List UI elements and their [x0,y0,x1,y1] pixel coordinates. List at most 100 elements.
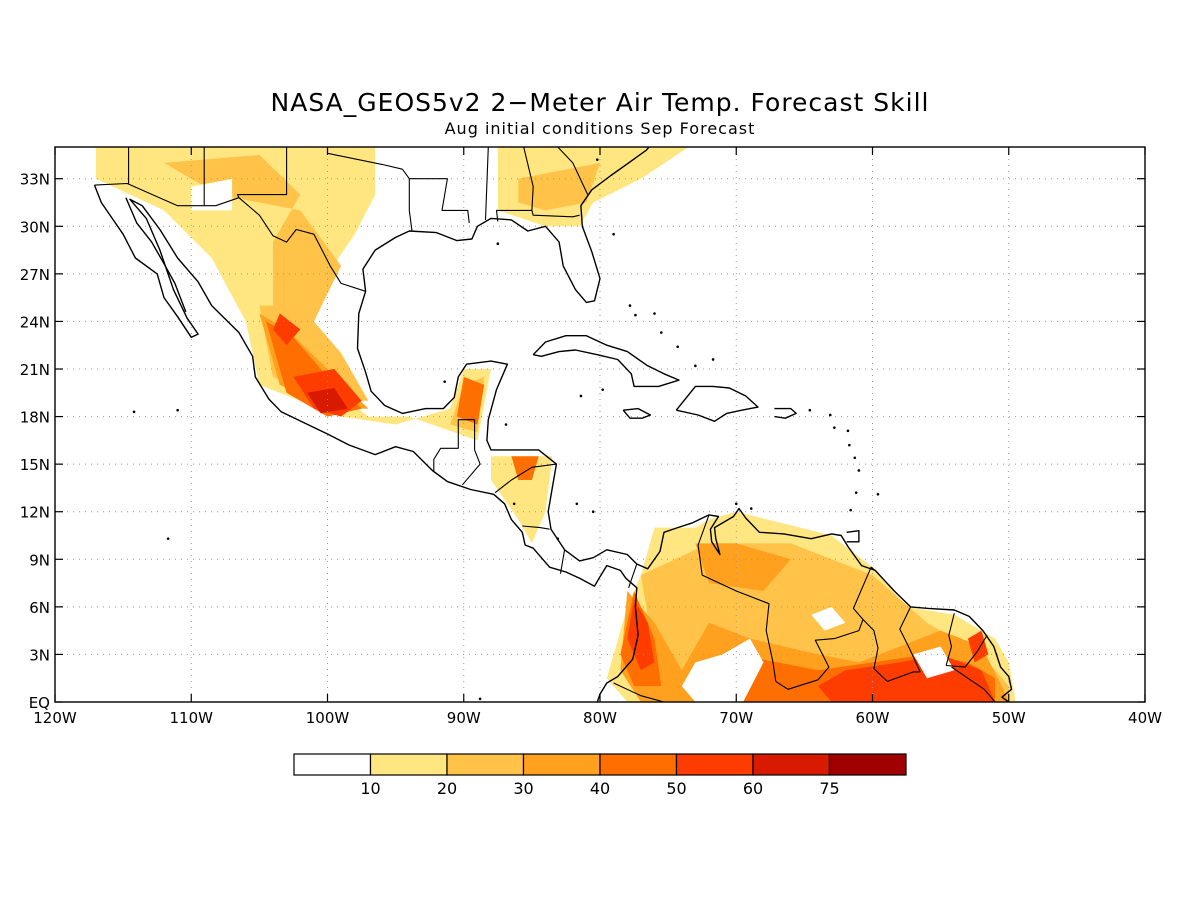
coastline-south-america-north-coast [636,507,1013,702]
border-nicaragua-costa-rica [522,525,550,530]
colorbar-label: 60 [743,779,763,798]
border-french-guiana-brazil [946,635,988,668]
skill-region-level-4 [456,376,485,425]
skill-region-level-5 [273,313,301,346]
island-dot [628,304,632,307]
island-dot [808,408,812,412]
colorbar-legend: 10 20 30 40 50 60 75 [293,753,907,798]
island-dot [556,537,560,540]
skill-region-level-0 [913,646,955,679]
skill-region-level-3 [695,543,791,591]
colorbar-label: 75 [819,779,839,798]
y-tick-label: 9N [29,551,50,569]
skill-region-level-1 [491,456,553,544]
border-panama-colombia [628,563,638,588]
coastlines [93,147,1013,702]
island-dot [612,232,615,236]
coastline-cuba [532,335,680,388]
island-dot [828,413,832,417]
skill-region-level-4 [511,456,539,480]
latitude-axis: EQ 3N 6N 9N 12N 15N 18N 21N 24N 27N 30N 33N [20,171,1145,712]
country-borders [94,147,996,702]
coastline-caribbean-coast-central-america [356,147,650,565]
x-tick-label: 80W [583,709,617,727]
island-dot [591,510,595,514]
skill-region-level-0 [191,178,233,211]
island-dot [504,423,508,426]
border-ga-sc [557,147,589,195]
island-dot [711,358,715,361]
x-tick-label: 120W [33,709,77,727]
island-dot [660,331,663,334]
island-dot [478,697,482,701]
x-tick-label: 70W [719,709,753,727]
y-tick-label: 12N [20,504,50,522]
island-dot [734,502,738,506]
colorbar-swatch [293,753,372,776]
coastline-hispaniola [675,385,759,422]
border-la-ar-ms [409,178,470,224]
skill-region-level-2 [164,154,342,322]
island-dot [634,313,637,317]
coastline-north-america-gulf-coast [93,184,639,702]
x-tick-label: 100W [306,709,350,727]
island-dot [854,491,858,494]
border-venezuela-brazil [775,619,864,690]
x-tick-label: 50W [992,709,1026,727]
y-tick-label: EQ [29,694,50,712]
border-venezuela-guyana [852,566,876,620]
y-tick-label: 30N [20,218,50,236]
colorbar-swatch [369,753,448,776]
y-tick-label: 18N [20,409,50,427]
border-guyana-brazil [862,619,921,682]
island-dot [749,507,753,510]
x-tick-label: 110W [170,709,214,727]
y-tick-label: 33N [20,171,50,189]
island-dot [876,492,880,496]
island-dot [694,364,697,368]
skill-region-level-0 [811,606,846,631]
island-dot [443,380,446,383]
border-brazil-amapa [951,666,996,702]
border-guyana-suriname [899,606,921,673]
y-tick-label: 24N [20,313,50,331]
island-dot [849,508,852,512]
skill-shading [95,147,1016,702]
island-dot [166,537,170,540]
skill-region-level-2 [518,162,600,211]
longitude-axis: 120W 110W 100W 90W 80W 70W 60W 50W 40W [33,147,1162,727]
border-colombia-venezuela [697,514,777,682]
border-tx-la [401,168,413,232]
island-dot [653,312,656,315]
island-dot [176,408,179,412]
coastline-baja-mainland-strip [125,197,187,313]
island-dot [846,429,850,433]
colorbar-label: 30 [513,779,533,798]
coastline-jamaica [622,407,652,419]
coastline-puerto-rico [774,407,797,419]
chart-title: NASA_GEOS5v2 2−Meter Air Temp. Forecast … [271,88,930,117]
x-tick-label: 40W [1128,709,1162,727]
island-dot [857,469,861,472]
island-dot [496,242,500,246]
border-ms-al [459,147,489,220]
y-tick-label: 3N [29,646,50,664]
border-ga-fl [531,210,580,218]
island-dot [676,345,679,349]
colorbar-label: 20 [437,779,457,798]
border-us-mexico-border [94,182,366,292]
y-tick-label: 21N [20,361,50,379]
border-costa-rica-panama [559,549,566,574]
border-honduras-nicaragua [494,463,557,494]
small-islands [132,158,880,701]
x-tick-label: 90W [447,709,481,727]
border-mexico-guatemala [433,419,475,473]
chart-subtitle: Aug initial conditions Sep Forecast [445,119,756,138]
y-tick-label: 27N [20,266,50,284]
island-dot [853,456,857,460]
colorbar-swatch [675,753,754,776]
colorbar-swatch [599,753,678,776]
colorbar-swatch [752,753,831,776]
island-dot [579,394,583,398]
skill-region-level-6 [307,388,348,414]
